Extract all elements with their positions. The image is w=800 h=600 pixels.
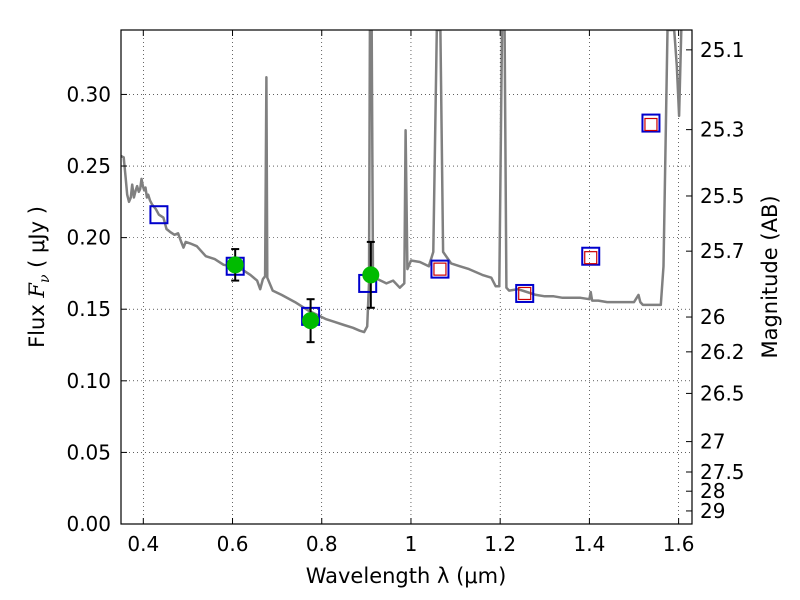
y2-tick-label: 25.3 <box>700 118 745 142</box>
observed-photometry-point <box>226 256 244 274</box>
ticks: 0.4 0.6 0.8 1 1.2 1.4 1.6 0.00 0.05 0.10 0.15 0.20 0… <box>66 30 745 556</box>
x-tick-label: 1.2 <box>484 532 516 556</box>
observed-photometry-point <box>302 312 320 330</box>
upper-limit-point <box>433 262 447 276</box>
y2-tick-label: 28 <box>700 479 725 503</box>
y-axis-label-symbol: F <box>25 282 49 299</box>
y2-tick-label: 25.1 <box>700 38 745 62</box>
y2-axis-label: Magnitude (AB) <box>758 195 782 358</box>
model-photometry-point <box>430 259 450 279</box>
y-tick-label: 0.10 <box>66 369 111 393</box>
y-tick-label: 0.30 <box>66 82 111 106</box>
y-tick-label: 0.00 <box>66 512 111 536</box>
y-axis-label-prefix: Flux <box>25 298 49 348</box>
model-photometry-point <box>641 113 661 133</box>
y-tick-label: 0.15 <box>66 297 111 321</box>
y-axis-label: Flux Fν ( μJy ) <box>25 206 53 348</box>
plot-background <box>121 30 692 524</box>
y2-tick-label: 25.7 <box>700 239 745 263</box>
x-tick-label: 0.8 <box>306 532 338 556</box>
plot-area <box>121 30 683 344</box>
y2-tick-label: 29 <box>700 499 725 523</box>
axis-labels: Wavelength λ (μm) Flux Fν ( μJy ) Magnit… <box>25 195 782 588</box>
y-tick-label: 0.25 <box>66 154 111 178</box>
x-tick-label: 1.6 <box>663 532 695 556</box>
model-photometry-point <box>149 205 169 225</box>
y-axis-label-subscript: ν <box>37 274 53 283</box>
y2-tick-label: 27 <box>700 430 725 454</box>
plot-frame <box>120 29 693 525</box>
y2-tick-label: 25.5 <box>700 184 745 208</box>
upper-limit-point <box>584 251 598 265</box>
observed-photometry-point <box>362 266 380 284</box>
x-tick-label: 0.6 <box>217 532 249 556</box>
model-photometry-point <box>581 246 601 266</box>
model-sed-line <box>121 30 683 334</box>
model-photometry-point <box>515 283 535 303</box>
x-tick-label: 1.4 <box>573 532 605 556</box>
x-tick-label: 1 <box>405 532 418 556</box>
y-tick-label: 0.20 <box>66 226 111 250</box>
y2-tick-label: 26.5 <box>700 381 745 405</box>
x-tick-label: 0.4 <box>127 532 159 556</box>
y2-tick-label: 26.2 <box>700 340 745 364</box>
y-tick-label: 0.05 <box>66 440 111 464</box>
upper-limit-point <box>644 117 658 132</box>
y-axis-label-suffix: ( μJy ) <box>25 206 49 274</box>
y2-tick-label: 27.5 <box>700 460 745 484</box>
upper-limit-point <box>518 286 532 301</box>
x-axis-label: Wavelength λ (μm) <box>306 564 507 588</box>
y2-tick-label: 26 <box>700 305 725 329</box>
